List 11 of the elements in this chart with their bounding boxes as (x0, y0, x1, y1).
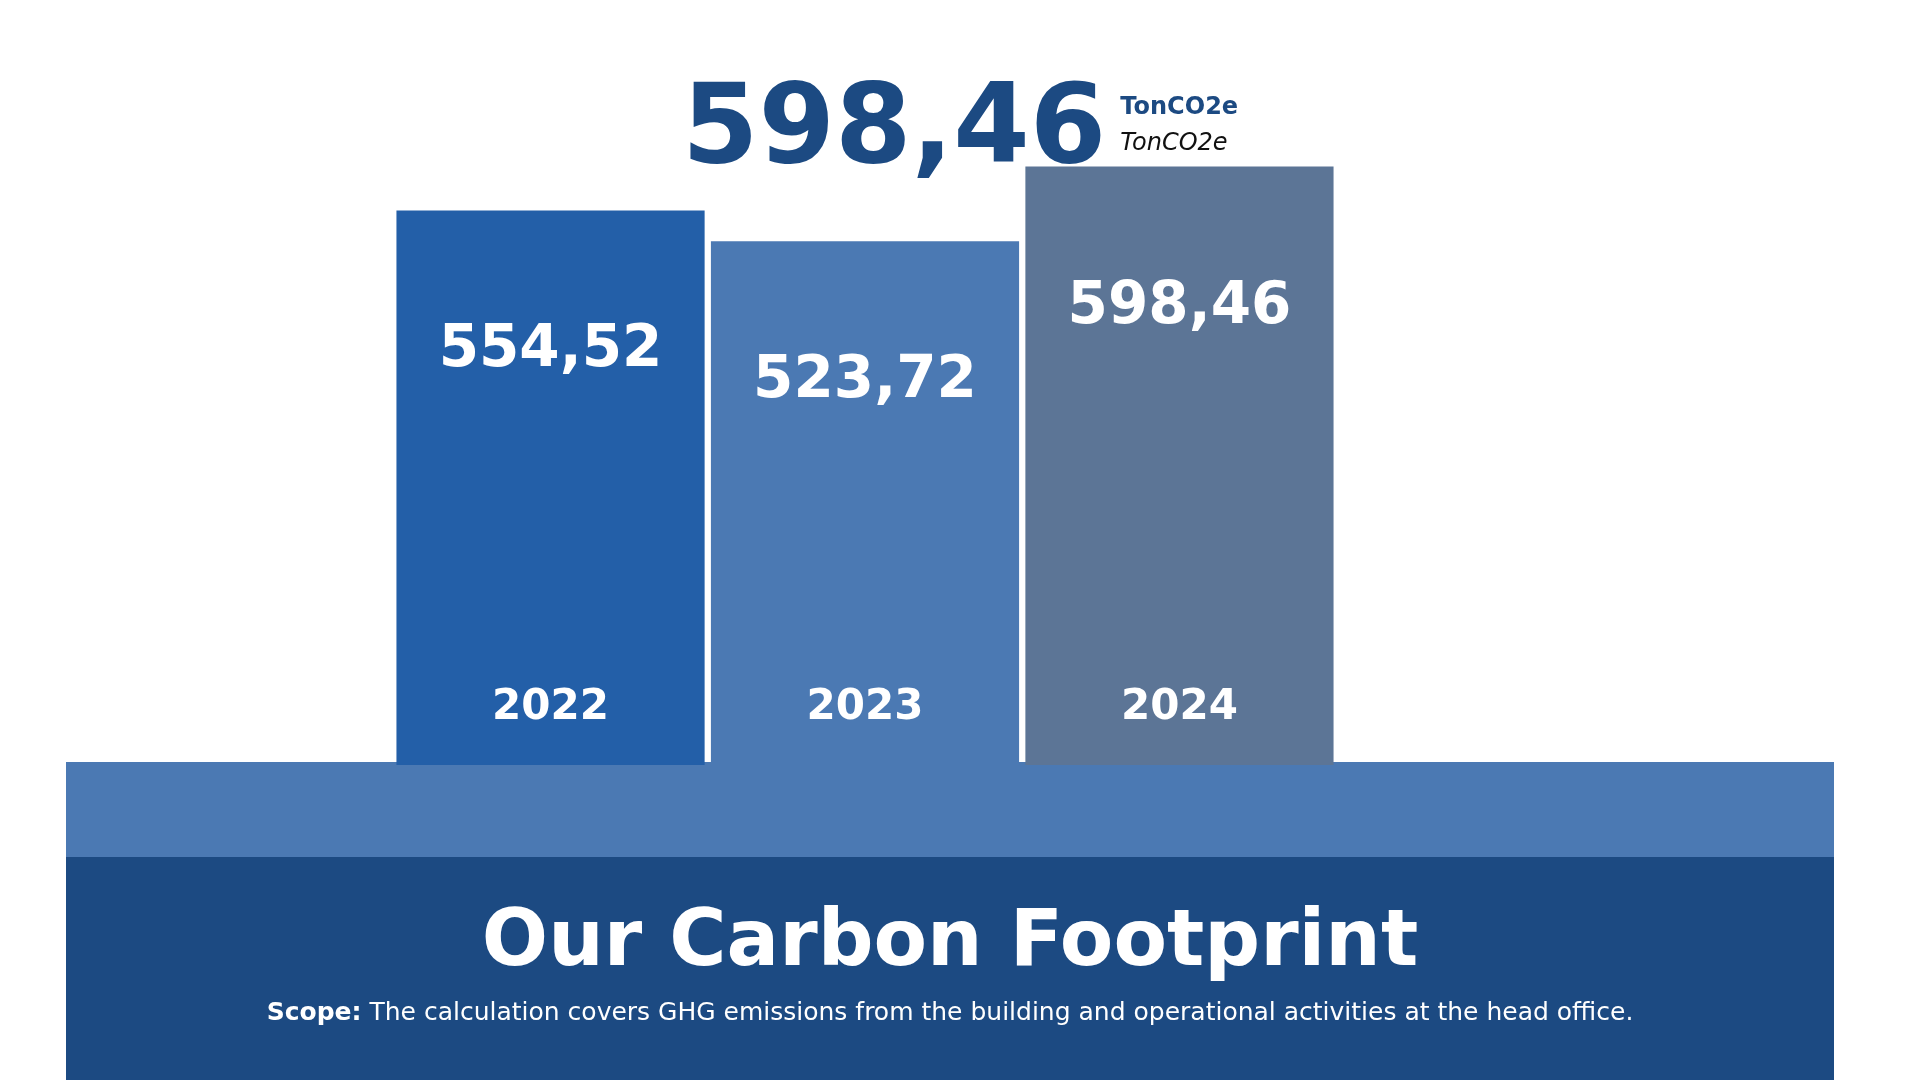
text: Our Carbon Footprint (480, 893, 1420, 983)
text: TonCO2e (1120, 92, 1239, 120)
data-label: 554,52 (438, 312, 663, 381)
text: TonCO2e (1120, 128, 1229, 156)
text: Scope: The calculation covers GHG emissions from the building and operational activities at the head office. (265, 997, 1635, 1026)
data-label: 523,72 (753, 343, 977, 412)
x-tick-label: 2023 (806, 679, 924, 729)
x-tick-label: 2022 (492, 679, 609, 729)
data-label: 598,46 (1067, 268, 1292, 337)
annotation: 598,46 (681, 60, 1107, 188)
x-tick-label: 2024 (1121, 679, 1238, 729)
